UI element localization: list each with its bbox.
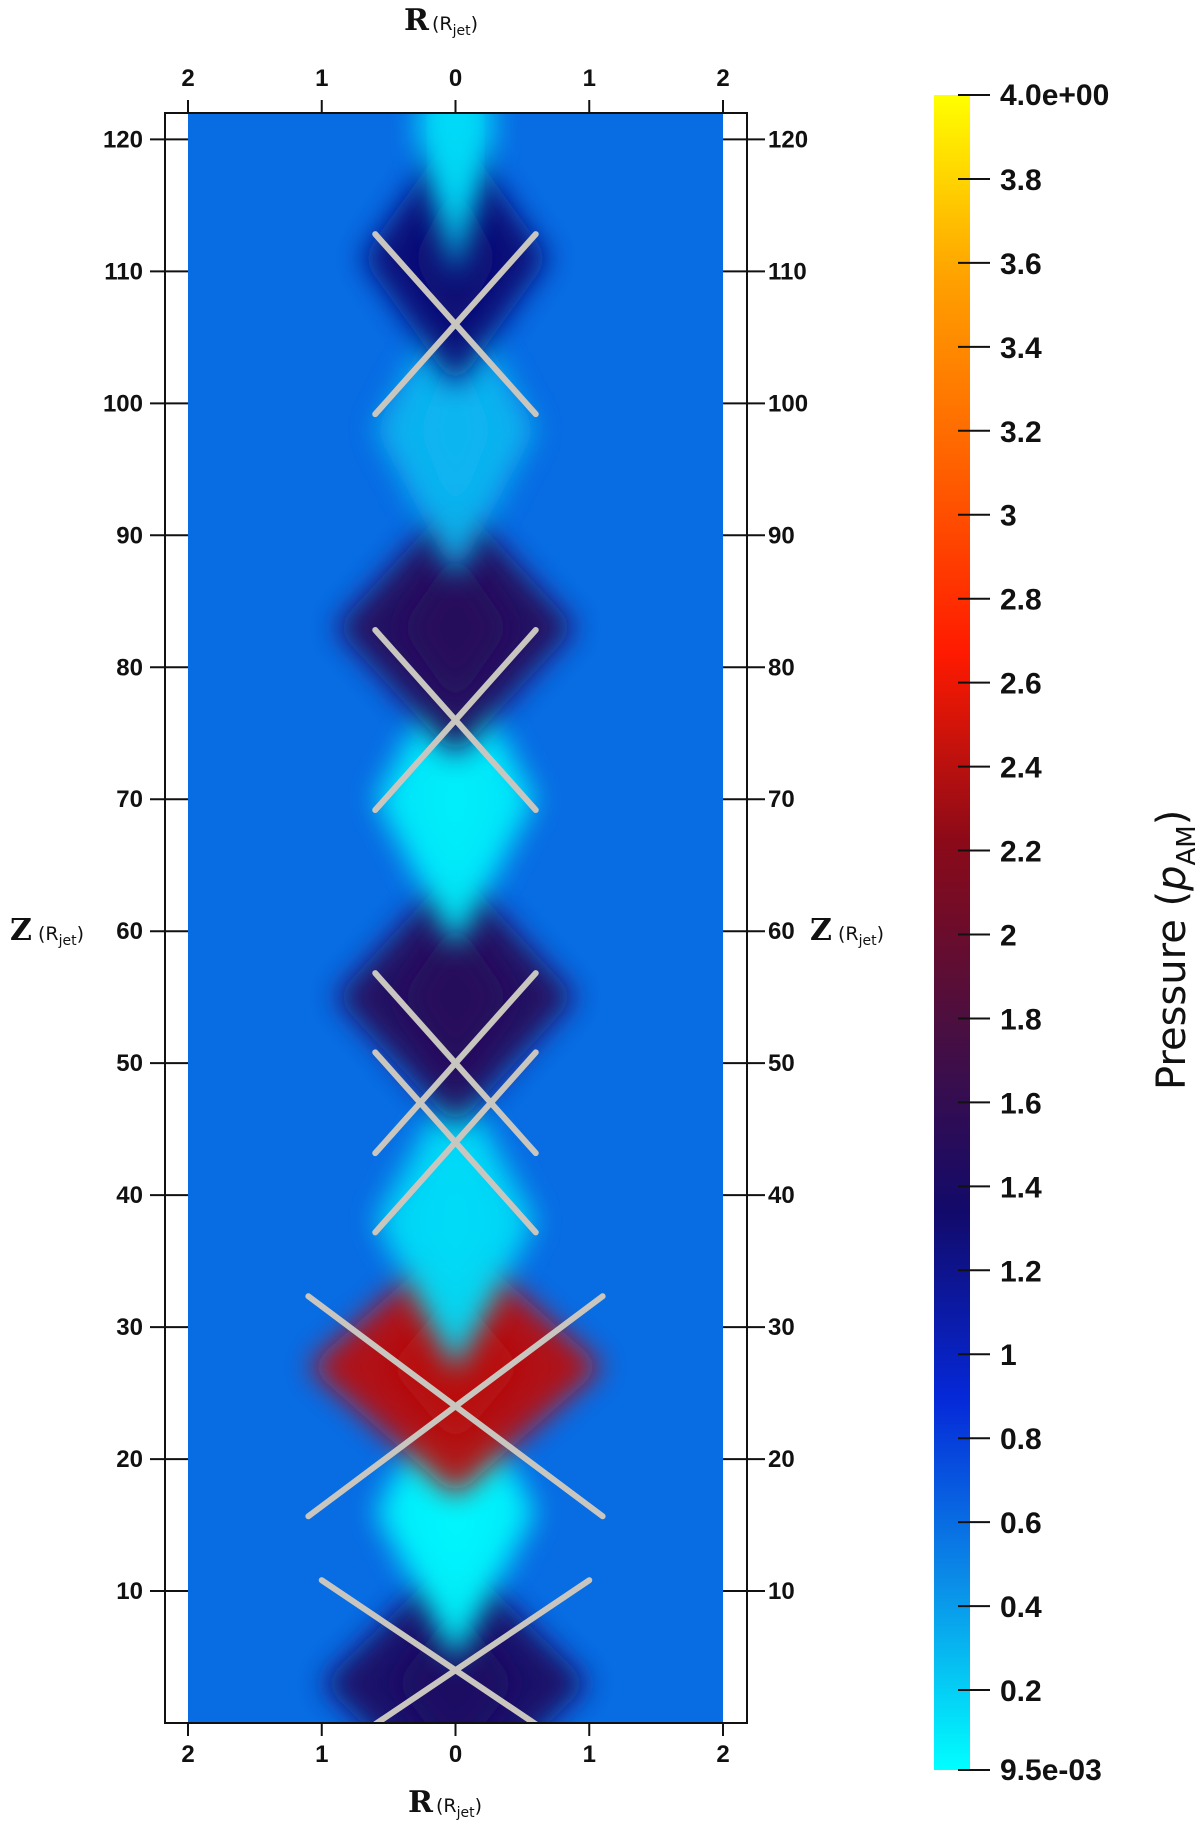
pressure-core-high [401,549,510,706]
right-tick-label: 120 [768,126,808,153]
pressure-features [308,113,603,1723]
plot-area [188,113,723,1723]
shock-line [372,970,539,1157]
right-axis-title: Z [810,913,832,948]
pressure-core-low [419,1131,492,1312]
colorbar-max-label: 4.0e+00 [1000,79,1109,112]
colorbar-tick-label: 2.8 [1000,584,1042,617]
right-tick-label: 40 [768,1182,795,1209]
colorbar-tick-label: 2 [1000,919,1017,952]
left-tick-label: 50 [116,1050,143,1077]
top-axis-title: R [404,3,430,38]
left-tick-label: 70 [116,786,143,813]
shock-line [372,1049,539,1236]
left-axis-unit: (Rjet) [38,923,84,949]
shock-line [371,1577,593,1723]
bottom-tick-label: 0 [449,1741,462,1768]
colorbar-tick-label: 3 [1000,500,1017,533]
top-axis-ticks: 2 1 0 1 2 [181,65,730,113]
colorbar-tick-label: 2.6 [1000,668,1042,701]
top-axis-unit: (Rjet) [432,13,478,39]
left-axis-title: Z [10,913,32,948]
right-axis-unit: (Rjet) [838,923,884,949]
colorbar-tick-label: 1.8 [1000,1003,1042,1036]
bottom-axis-unit: (Rjet) [436,1795,482,1821]
left-tick-label: 110 [104,258,143,285]
colorbar-tick-label: 3.4 [1000,332,1042,365]
left-tick-label: 40 [116,1182,143,1209]
colorbar-min-label: 9.5e-03 [1000,1754,1102,1787]
right-tick-label: 10 [768,1578,795,1605]
colorbar-tick-label: 0.2 [1000,1675,1042,1708]
left-tick-label: 120 [103,126,143,153]
colorbar-tick-label: 1.2 [1000,1255,1042,1288]
right-tick-label: 70 [768,786,795,813]
colorbar-tick-label: 1.4 [1000,1171,1042,1204]
right-tick-label: 60 [768,918,795,945]
right-tick-label: 80 [768,654,795,681]
right-tick-label: 20 [768,1446,795,1473]
top-tick-label: 1 [583,65,596,92]
colorbar-tick-label: 3.2 [1000,416,1042,449]
shock-line [305,1293,606,1520]
left-tick-label: 20 [116,1446,143,1473]
bottom-axis-ticks: 2 1 0 1 2 [181,1723,730,1768]
pressure-core-low [419,709,492,890]
top-tick-label: 2 [181,65,194,92]
right-tick-label: 30 [768,1314,795,1341]
top-tick-label: 0 [449,65,462,92]
bottom-tick-label: 1 [315,1741,328,1768]
top-tick-label: 1 [315,65,328,92]
colorbar-tick-label: 2.2 [1000,836,1042,869]
left-tick-label: 60 [116,918,143,945]
left-tick-label: 30 [116,1314,143,1341]
left-axis-ticks: 10 20 30 40 50 60 70 80 90 100 110 120 [103,126,188,1605]
right-axis-ticks: 10 20 30 40 50 60 70 80 90 100 110 120 [723,126,808,1605]
pressure-core-low [419,339,492,520]
colorbar-ticks: 0.2 0.4 0.6 0.8 1 1.2 1.4 1.6 1.8 2 2.2 2.4 2.6 2.8 3 3… [958,94,1042,1771]
bottom-tick-label: 2 [181,1741,194,1768]
colorbar: 0.2 0.4 0.6 0.8 1 1.2 1.4 1.6 1.8 2 2.2 2.4 2.6 2.8 3 3… [934,79,1200,1787]
bottom-tick-label: 2 [716,1741,729,1768]
left-tick-label: 90 [116,522,143,549]
colorbar-tick-label: 3.8 [1000,164,1042,197]
left-tick-label: 100 [103,390,143,417]
colorbar-tick-label: 0.4 [1000,1591,1042,1624]
right-tick-label: 100 [768,390,808,417]
colorbar-tick-label: 3.6 [1000,248,1042,281]
left-tick-label: 80 [116,654,143,681]
pressure-core-low [437,113,474,217]
shock-line [372,627,539,814]
shock-line [372,231,539,418]
colorbar-tick-label: 2.4 [1000,752,1042,785]
top-tick-label: 2 [716,65,729,92]
right-tick-label: 110 [768,258,807,285]
colorbar-tick-label: 0.8 [1000,1423,1042,1456]
left-tick-label: 10 [116,1578,143,1605]
shock-lines [305,231,606,1723]
colorbar-gradient [934,95,970,1770]
right-tick-label: 90 [768,522,795,549]
right-tick-label: 50 [768,1050,795,1077]
colorbar-tick-label: 0.6 [1000,1507,1042,1540]
colorbar-tick-label: 1.6 [1000,1087,1042,1120]
bottom-axis-title: R [408,1785,434,1820]
colorbar-title: Pressure (pAM) [1149,810,1200,1090]
bottom-tick-label: 1 [583,1741,596,1768]
colorbar-tick-label: 1 [1000,1339,1017,1372]
